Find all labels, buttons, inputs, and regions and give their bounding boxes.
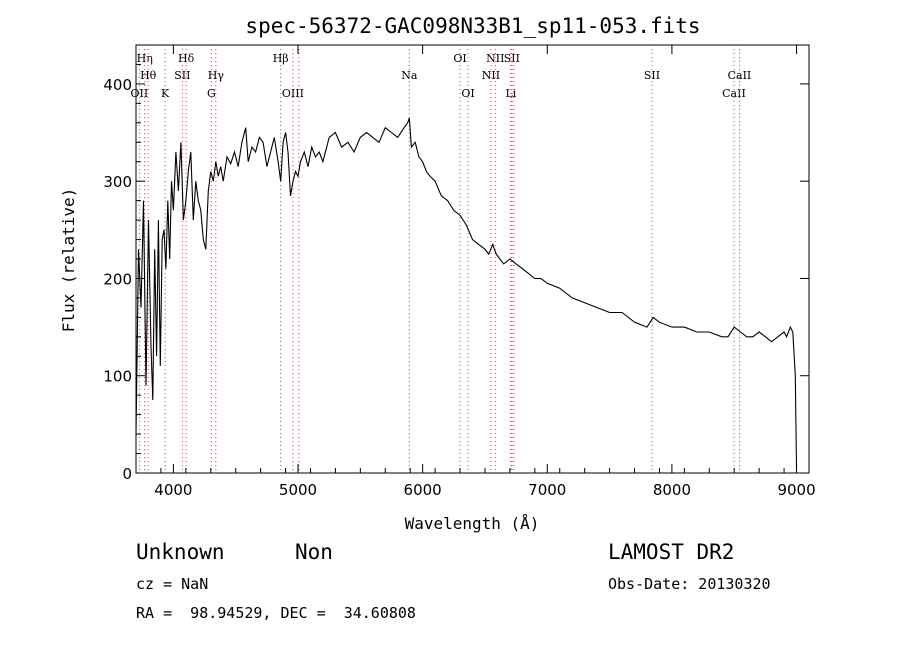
line-marker-label: OI xyxy=(453,52,466,65)
line-marker-label: CaII xyxy=(722,87,746,100)
axis-ticks: 4000 5000 6000 7000 8000 9000 0 100 200 300 400 xyxy=(103,45,816,499)
line-marker-label: SII xyxy=(174,69,190,82)
line-marker-label: OII xyxy=(131,87,149,100)
coords-text: RA = 98.94529, DEC = 34.60808 xyxy=(136,604,416,622)
line-marker-label: Li xyxy=(505,87,516,100)
line-marker-label: NII xyxy=(486,52,504,65)
x-tick-label: 4000 xyxy=(154,481,192,499)
line-marker-label: Hβ xyxy=(273,52,289,65)
line-marker-label: Hδ xyxy=(178,52,195,65)
line-marker-label: OIII xyxy=(282,87,304,100)
survey-label: LAMOST DR2 xyxy=(608,540,735,564)
line-markers: OII Hη Hθ K SII Hδ G Hγ Hβ OIII Na OI OI NII NII Li SII S… xyxy=(131,45,752,473)
line-marker-label: SII xyxy=(504,52,520,65)
line-marker-label: Na xyxy=(401,69,418,82)
line-marker-label: G xyxy=(207,87,216,100)
y-tick-label: 0 xyxy=(122,465,132,483)
y-axis-label: Flux (relative) xyxy=(59,188,78,333)
y-tick-label: 300 xyxy=(103,173,132,191)
x-tick-label: 9000 xyxy=(777,481,815,499)
line-marker-label: Hγ xyxy=(208,69,225,82)
x-axis-label: Wavelength (Å) xyxy=(405,514,540,533)
spectrum-line xyxy=(135,117,798,469)
obs-date-text: Obs-Date: 20130320 xyxy=(608,575,771,593)
x-tick-label: 6000 xyxy=(404,481,442,499)
line-marker-label: Hθ xyxy=(140,69,157,82)
line-marker-label: Hη xyxy=(137,52,153,65)
y-tick-label: 400 xyxy=(103,76,132,94)
class-label: Unknown xyxy=(136,540,225,564)
subclass-label: Non xyxy=(295,540,333,564)
x-tick-label: 8000 xyxy=(653,481,691,499)
line-marker-label: CaII xyxy=(728,69,752,82)
x-tick-label: 7000 xyxy=(528,481,566,499)
x-tick-label: 5000 xyxy=(279,481,317,499)
chart-title: spec-56372-GAC098N33B1_sp11-053.fits xyxy=(245,14,700,38)
line-marker-label: OI xyxy=(461,87,474,100)
line-marker-label: K xyxy=(161,87,170,100)
cz-text: cz = NaN xyxy=(136,575,209,593)
y-tick-label: 200 xyxy=(103,270,132,288)
line-marker-label: SII xyxy=(644,69,660,82)
line-marker-label: NII xyxy=(482,69,500,82)
y-tick-label: 100 xyxy=(103,368,132,386)
plot-frame xyxy=(135,44,810,474)
